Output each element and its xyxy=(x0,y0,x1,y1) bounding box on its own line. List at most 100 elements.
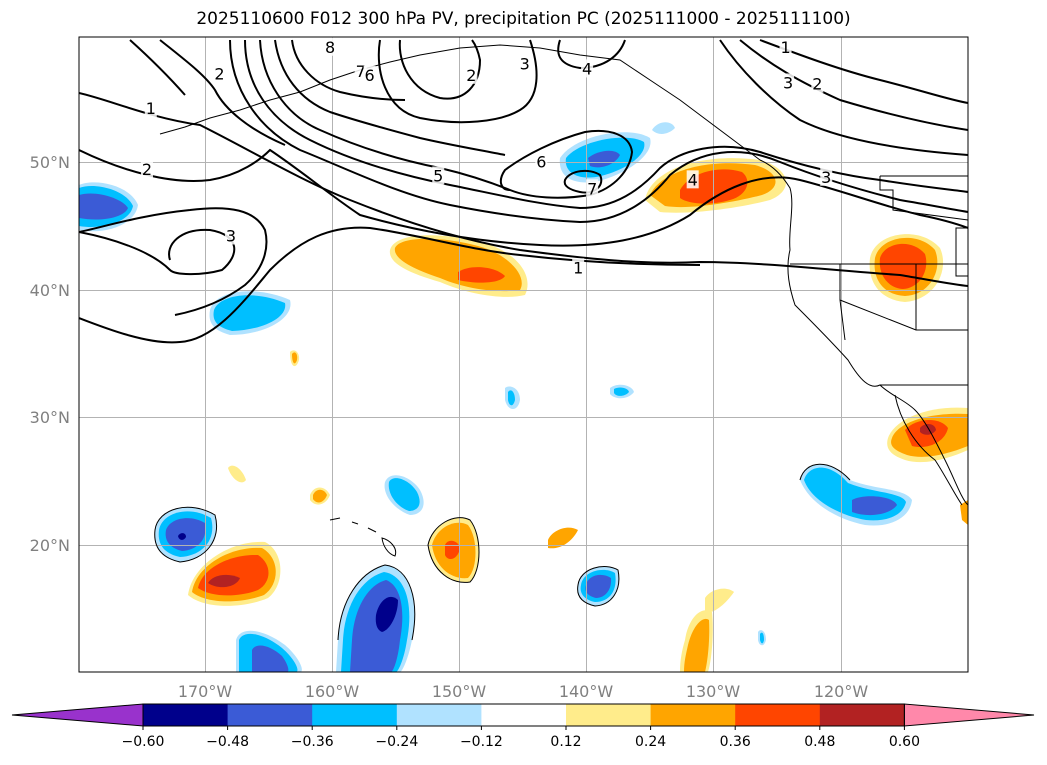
pv-contour-1 xyxy=(759,39,968,104)
contour-label: 2 xyxy=(142,160,152,179)
contour-label: 3 xyxy=(821,168,831,187)
precip-negative-area xyxy=(588,150,620,168)
pv-contour-8 xyxy=(274,39,506,156)
contour-label-bg xyxy=(465,65,478,84)
colorbar-segment xyxy=(735,704,821,726)
pv-contour-2 xyxy=(739,39,968,131)
precip-positive-area xyxy=(548,527,578,549)
us-west-coast xyxy=(759,159,968,506)
colorbar-tick-label: 0.36 xyxy=(720,734,751,750)
pv-contour-5 xyxy=(244,39,968,210)
pv-contour-4 xyxy=(557,39,626,70)
lon-tick-label: 120°W xyxy=(814,682,869,701)
precip-positive-area xyxy=(228,465,246,483)
contour-label: 7 xyxy=(356,62,366,81)
contour-label: 3 xyxy=(520,54,530,73)
contour-label: 7 xyxy=(587,179,597,198)
precip-negative-area xyxy=(852,496,897,516)
lat-tick-label: 30°N xyxy=(30,408,70,427)
precip-positive-area xyxy=(705,588,734,613)
precip-negative-area xyxy=(252,645,289,672)
contour-label: 3 xyxy=(783,73,793,92)
colorbar-tick-label: 0.48 xyxy=(804,734,835,750)
pv-contour-3 xyxy=(79,207,268,316)
pv-contour-2 xyxy=(159,39,286,146)
colorbar-segment xyxy=(481,704,567,726)
colorbar: −0.60 −0.48 −0.36 −0.24 −0.12 0.12 0.24 0.36 0.4… xyxy=(11,703,1035,750)
contour-label: 8 xyxy=(325,38,335,57)
colorbar-tick-label: −0.48 xyxy=(206,734,249,750)
pv-contour-2 xyxy=(398,39,482,100)
colorbar-tick-label: −0.36 xyxy=(291,734,334,750)
precip-negative-area xyxy=(388,478,420,511)
colorbar-segment xyxy=(312,704,398,726)
map-gridlines xyxy=(79,37,968,672)
colorbar-tick-label: −0.12 xyxy=(460,734,503,750)
contour-label-bg xyxy=(779,37,792,56)
colorbar-segment xyxy=(650,704,736,726)
contour-label-bg xyxy=(518,54,531,73)
colorbar-extend-high xyxy=(903,703,1035,727)
lat-tick-label: 20°N xyxy=(30,536,70,555)
precip-negative-area xyxy=(760,632,764,644)
lon-tick-labels: 170°W 160°W 150°W 140°W 130°W 120°W xyxy=(178,682,869,701)
colorbar-segment xyxy=(819,704,905,726)
colorbar-tick-label: 0.60 xyxy=(889,734,920,750)
lat-tick-labels: 20°N 30°N 40°N 50°N xyxy=(30,153,70,555)
figure-title: 2025110600 F012 300 hPa PV, precipitatio… xyxy=(196,9,851,29)
hawaii-islands xyxy=(329,517,397,557)
colorbar-outline xyxy=(142,703,905,727)
precip-negative-area xyxy=(508,390,515,406)
contour-label-bg xyxy=(213,64,226,83)
contour-label-bg xyxy=(820,167,833,186)
contour-label-bg xyxy=(224,226,237,245)
contour-label: 3 xyxy=(226,226,236,245)
contour-label-bg xyxy=(535,152,548,171)
contour-label: 1 xyxy=(146,99,156,118)
precip-negative-area xyxy=(178,533,186,540)
precip-positive-area xyxy=(960,500,968,525)
contour-label-bg xyxy=(432,166,445,185)
contour-label-bg xyxy=(581,59,594,78)
north-america-coast xyxy=(879,175,968,221)
contour-label: 2 xyxy=(214,65,224,84)
contour-label: 1 xyxy=(573,258,583,277)
contour-label: 6 xyxy=(364,66,374,85)
precip-negative-area xyxy=(652,122,675,134)
contour-label-bg xyxy=(782,73,795,92)
colorbar-tick-label: −0.24 xyxy=(375,734,418,750)
pv-contour-2 xyxy=(79,148,968,247)
pv-contours xyxy=(79,39,968,344)
pv-contour-1 xyxy=(129,39,186,96)
precip-negative-area xyxy=(614,387,629,396)
contour-label-bg xyxy=(586,179,599,198)
precip-positive-area xyxy=(208,574,240,588)
contour-label-bg xyxy=(686,170,699,189)
contour-label-bg xyxy=(324,37,337,56)
contour-label: 1 xyxy=(780,38,790,57)
precip-positive-area xyxy=(313,489,327,503)
precip-positive-area xyxy=(684,618,710,672)
contour-label: 6 xyxy=(536,153,546,172)
map-frame xyxy=(78,36,969,673)
precip-negative-area xyxy=(213,295,286,331)
pv-contour-1 xyxy=(79,226,701,344)
contour-label: 2 xyxy=(812,75,822,94)
precip-shading xyxy=(79,122,968,672)
contour-label-bg xyxy=(572,258,585,277)
pv-contour-3 xyxy=(377,39,538,124)
lat-tick-label: 50°N xyxy=(30,153,70,172)
pv-contour-3 xyxy=(719,39,968,156)
precip-positive-area xyxy=(920,424,936,435)
pv-contour-3 xyxy=(79,228,236,276)
contour-label-bg xyxy=(140,160,153,179)
lon-tick-label: 130°W xyxy=(686,682,741,701)
precip-negative-area xyxy=(165,518,206,551)
pv-contour-8 xyxy=(291,39,406,101)
pv-contour-1 xyxy=(79,92,968,287)
contour-label: 4 xyxy=(688,170,698,189)
contour-label-bg xyxy=(363,65,376,84)
